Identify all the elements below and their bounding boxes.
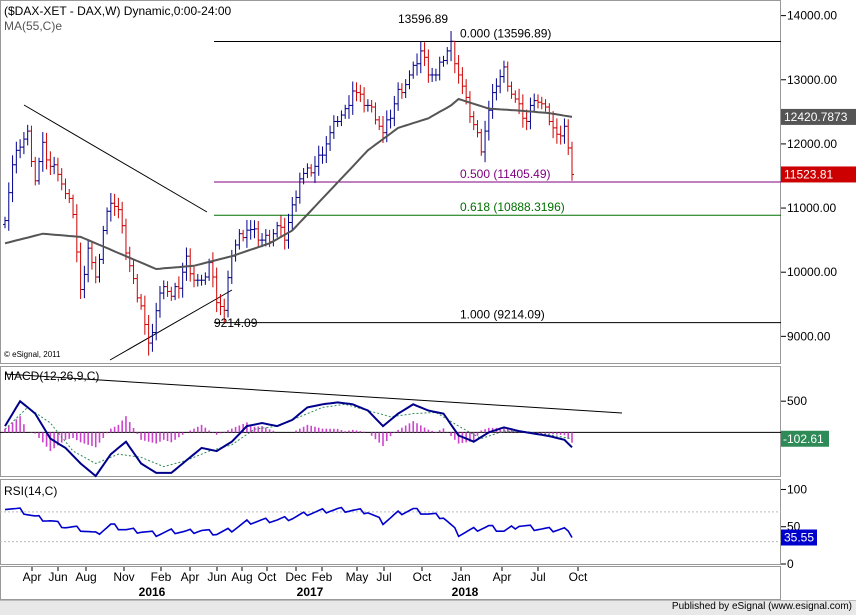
down-trendline	[23, 104, 208, 213]
macd-trendline	[4, 373, 623, 414]
rsi-panel-frame	[0, 479, 781, 565]
time-x-tick-label: Apr	[493, 570, 512, 584]
symbol-title: ($DAX-XET - DAX,W) Dynamic,0:00-24:00	[4, 4, 232, 18]
time-x-tick-label: Oct	[413, 570, 432, 584]
time-x-tick-label: Jul	[376, 570, 391, 584]
year-label: 2018	[452, 585, 479, 599]
macd-label: MACD(12,26,9,C)	[4, 369, 99, 383]
time-x-tick-label: Jan	[451, 570, 470, 584]
last-price-box	[781, 166, 856, 183]
fib-level-label: 0.500 (11405.49)	[460, 167, 551, 181]
macd-value-label: -102.61	[783, 432, 824, 446]
macd-value-box	[781, 430, 829, 447]
up-trendline	[109, 289, 233, 361]
ma-line	[4, 97, 573, 271]
macd-y-tick-label: 500	[787, 394, 807, 408]
rsi-line	[4, 506, 573, 538]
rsi-value-box	[781, 529, 817, 546]
copyright-note: © eSignal, 2011	[4, 350, 61, 359]
last-price-label: 11523.81	[784, 167, 833, 181]
macd-panel: 500 MACD(12,26,9,C) -102.61	[0, 369, 829, 478]
rsi-y-tick-label: 0	[787, 557, 794, 571]
price-y-tick-label: 12000.00	[787, 137, 837, 151]
time-x-tick-label: Nov	[113, 570, 134, 584]
swing-low-label: 9214.09	[214, 316, 258, 330]
macd-line	[4, 399, 573, 478]
time-x-tick-label: Jun	[48, 570, 67, 584]
time-x-tick-label: May	[346, 570, 369, 584]
ma-value-box	[781, 108, 856, 125]
footer-text: Published by eSignal (www.esignal.com)	[671, 601, 852, 612]
macd-panel-frame	[0, 366, 781, 477]
price-y-tick-label: 11000.00	[787, 201, 836, 215]
time-x-tick-label: Aug	[75, 570, 96, 584]
year-label: 2016	[139, 585, 166, 599]
time-x-tick-label: Aug	[231, 570, 252, 584]
rsi-y-tick-label: 100	[787, 482, 807, 496]
price-y-tick-label: 10000.00	[787, 265, 837, 279]
year-label: 2017	[297, 585, 324, 599]
price-y-tick-label: 9000.00	[787, 329, 831, 343]
fib-level-label: 1.000 (9214.09)	[460, 308, 545, 322]
time-x-tick-label: Dec	[285, 570, 306, 584]
ma-legend: MA(55,C)e	[4, 19, 62, 33]
time-x-tick-label: Feb	[312, 570, 333, 584]
rsi-value-label: 35.55	[784, 530, 814, 544]
fib-level-label: 0.000 (13596.89)	[460, 26, 551, 40]
time-axis: Apr Jun Aug Nov Feb Apr Jun Aug Oct Dec Feb May Jul O…	[23, 567, 588, 599]
price-y-tick-label: 13000.00	[787, 73, 837, 87]
time-x-tick-label: Oct	[569, 570, 588, 584]
time-x-tick-label: Oct	[258, 570, 277, 584]
time-axis-frame	[0, 566, 781, 600]
macd-signal-line	[4, 403, 573, 468]
time-x-tick-label: Jun	[207, 570, 226, 584]
swing-high-label: 13596.89	[398, 12, 448, 26]
time-x-tick-label: Apr	[23, 570, 42, 584]
price-y-tick-label: 14000.00	[787, 9, 837, 23]
rsi-label: RSI(14,C)	[4, 484, 57, 498]
time-x-tick-label: Jul	[530, 570, 545, 584]
ma-value-label: 12420.7873	[784, 110, 848, 124]
fib-level-label: 0.618 (10888.3196)	[460, 200, 565, 214]
time-x-tick-label: Feb	[151, 570, 172, 584]
price-panel: 14000.00 13000.00 12000.00 11000.00 10000.00…	[3, 9, 856, 361]
time-x-tick-label: Apr	[181, 570, 200, 584]
footer-bar: Published by eSignal (www.esignal.com)	[0, 600, 856, 615]
